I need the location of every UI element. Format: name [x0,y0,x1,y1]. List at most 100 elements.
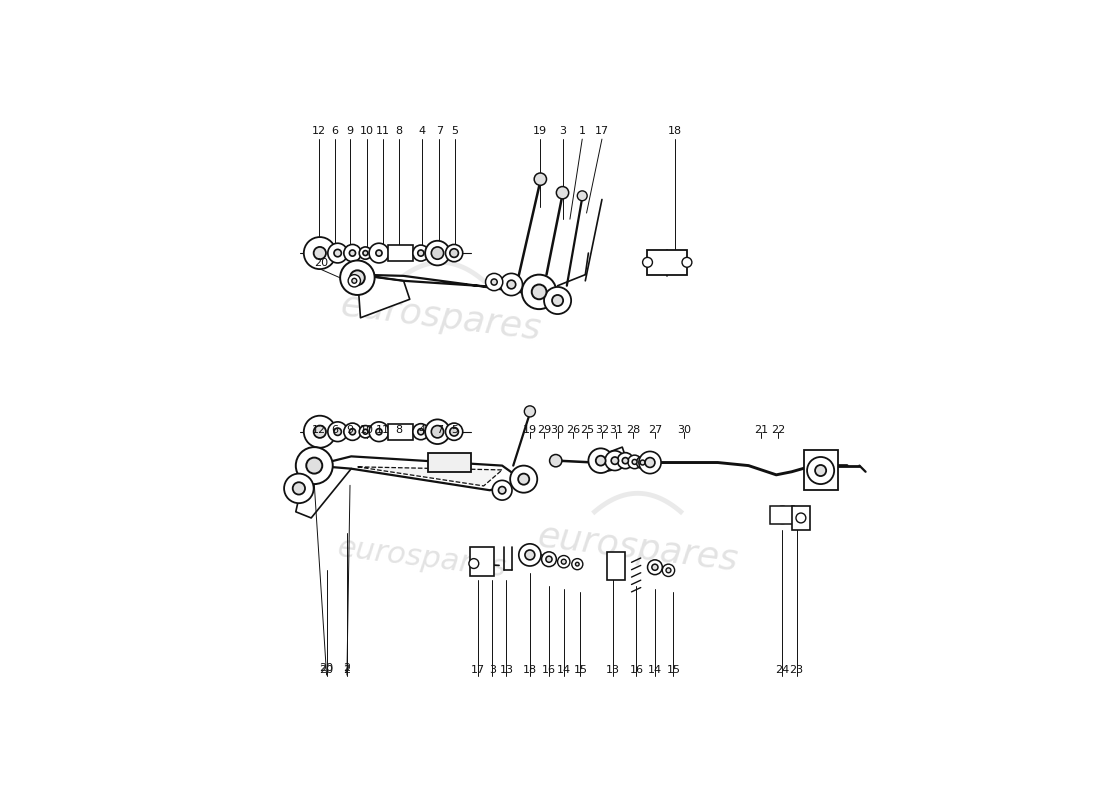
Text: 8: 8 [396,126,403,136]
Text: 2: 2 [343,663,351,673]
Text: 19: 19 [534,126,548,136]
Text: 5: 5 [451,425,459,434]
Circle shape [314,247,326,259]
Text: 16: 16 [629,665,644,675]
Bar [804,450,838,490]
Circle shape [450,427,459,436]
Circle shape [284,474,314,503]
Circle shape [485,274,503,290]
Bar [388,245,412,261]
Circle shape [550,454,562,467]
Circle shape [648,560,662,574]
Circle shape [640,460,645,465]
Circle shape [344,245,361,262]
Text: 17: 17 [595,126,609,136]
Circle shape [578,191,587,201]
Bar [470,547,494,577]
Circle shape [807,457,834,484]
Text: 2: 2 [343,665,351,675]
Circle shape [531,285,547,299]
Bar [388,424,412,440]
Text: 1: 1 [579,126,585,136]
Text: 12: 12 [312,425,327,434]
Circle shape [360,426,372,438]
Text: 10: 10 [360,425,374,434]
Circle shape [662,564,674,577]
Text: 7: 7 [436,425,443,434]
Circle shape [623,458,628,464]
Circle shape [334,250,341,257]
Circle shape [418,250,424,256]
Text: 14: 14 [648,665,662,675]
Circle shape [418,429,424,434]
Circle shape [637,456,649,469]
Circle shape [588,448,613,473]
Circle shape [469,558,478,569]
Circle shape [612,457,618,464]
Text: 29: 29 [537,425,551,434]
Circle shape [350,250,355,256]
Text: 21: 21 [754,425,768,434]
Circle shape [370,422,388,442]
Text: 3: 3 [559,126,566,136]
Circle shape [652,564,658,570]
Text: eurospares: eurospares [536,519,740,578]
Circle shape [425,419,450,444]
Circle shape [446,245,463,262]
Text: 15: 15 [573,665,587,675]
Circle shape [425,241,450,266]
Text: 25: 25 [580,425,594,434]
Text: 7: 7 [436,126,443,136]
Circle shape [645,457,656,468]
Text: 24: 24 [776,665,790,675]
Circle shape [450,249,459,258]
Circle shape [328,243,348,263]
Circle shape [493,480,512,500]
Circle shape [575,562,580,566]
Text: 9: 9 [346,126,353,136]
Circle shape [645,458,654,467]
Circle shape [544,287,571,314]
Text: 6: 6 [331,126,338,136]
Circle shape [552,295,563,306]
Circle shape [518,474,529,485]
Circle shape [350,270,365,285]
Text: 32: 32 [595,425,609,434]
Text: 30: 30 [676,425,691,434]
Text: 12: 12 [312,126,327,136]
Text: 20: 20 [319,663,333,673]
Text: 4: 4 [418,126,426,136]
Circle shape [605,451,625,470]
Circle shape [360,247,372,259]
Text: eurospares: eurospares [336,534,508,582]
Circle shape [446,423,463,440]
Circle shape [632,459,637,464]
Circle shape [558,555,570,568]
Circle shape [306,458,322,474]
Text: 27: 27 [648,425,662,434]
Circle shape [617,453,634,469]
Circle shape [293,482,305,494]
Circle shape [815,465,826,476]
Text: 8: 8 [396,425,403,434]
Circle shape [376,429,382,434]
Circle shape [431,426,443,438]
Circle shape [541,552,557,566]
Circle shape [561,559,566,564]
Text: 11: 11 [376,126,390,136]
Text: 9: 9 [346,425,353,434]
Text: 4: 4 [418,425,426,434]
Circle shape [507,280,516,289]
Polygon shape [358,274,558,298]
Text: 10: 10 [360,126,374,136]
Circle shape [648,461,652,464]
Circle shape [363,250,367,255]
Bar [770,506,793,524]
Text: 14: 14 [557,665,571,675]
Circle shape [525,406,536,417]
Bar [428,454,472,472]
Circle shape [535,173,547,186]
Polygon shape [597,447,625,472]
Circle shape [348,274,361,287]
Text: 6: 6 [331,425,338,434]
